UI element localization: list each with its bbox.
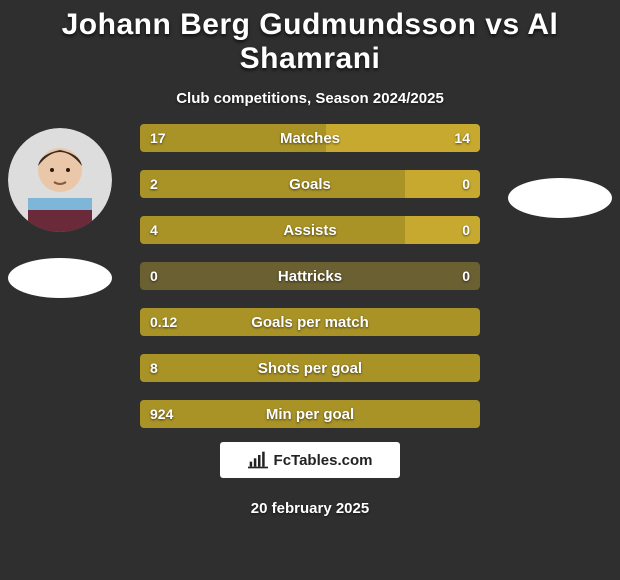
stat-value-left: 0.12 [150, 308, 177, 336]
stat-row: Min per goal924 [140, 400, 480, 428]
page-title: Johann Berg Gudmundsson vs Al Shamrani [0, 0, 620, 76]
stat-label: Shots per goal [140, 354, 480, 382]
stat-value-left: 8 [150, 354, 158, 382]
stat-row: Hattricks0 0 [140, 262, 480, 290]
player-left-avatar-svg [8, 128, 112, 232]
stat-label: Min per goal [140, 400, 480, 428]
stat-label: Hattricks [140, 262, 480, 290]
player-left-team-badge [8, 258, 112, 298]
chart-icon [248, 451, 268, 469]
stats-bars: Matches1714Goals20Assists40Hattricks00Go… [140, 124, 480, 446]
stat-row: Goals2 0 [140, 170, 480, 198]
comparison-card: Johann Berg Gudmundsson vs Al Shamrani C… [0, 0, 620, 580]
stat-label: Matches [140, 124, 480, 152]
player-right-team-badge [508, 178, 612, 218]
stat-value-left: 4 [150, 216, 158, 244]
date-label: 20 february 2025 [0, 500, 620, 517]
stat-row: Matches17 14 [140, 124, 480, 152]
stat-value-right: 0 [462, 262, 470, 290]
stat-label: Assists [140, 216, 480, 244]
stat-value-right: 0 [462, 216, 470, 244]
stat-label: Goals per match [140, 308, 480, 336]
player-left-avatar [8, 128, 112, 232]
stat-row: Assists4 0 [140, 216, 480, 244]
subtitle: Club competitions, Season 2024/2025 [0, 90, 620, 107]
stat-row: Goals per match0.12 [140, 308, 480, 336]
stat-label: Goals [140, 170, 480, 198]
stat-value-left: 17 [150, 124, 166, 152]
stat-value-left: 2 [150, 170, 158, 198]
stat-row: Shots per goal8 [140, 354, 480, 382]
stat-value-right: 0 [462, 170, 470, 198]
stat-value-right: 14 [454, 124, 470, 152]
brand-badge[interactable]: FcTables.com [220, 442, 400, 478]
brand-text: FcTables.com [274, 452, 373, 469]
stat-value-left: 924 [150, 400, 173, 428]
stat-value-left: 0 [150, 262, 158, 290]
